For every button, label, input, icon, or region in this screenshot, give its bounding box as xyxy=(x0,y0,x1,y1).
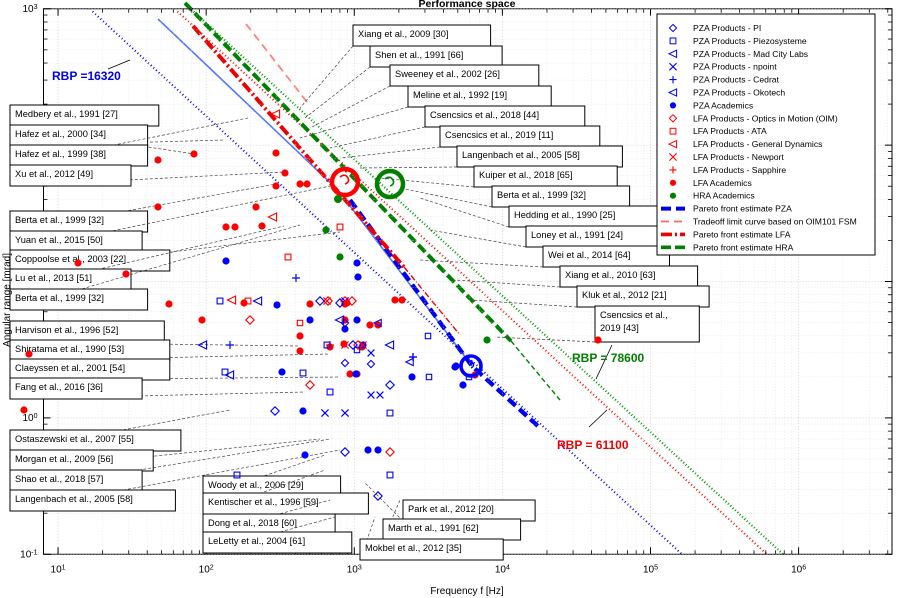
svg-text:Performance space: Performance space xyxy=(419,0,516,10)
svg-text:Pareto front estimate PZA: Pareto front estimate PZA xyxy=(693,204,792,214)
svg-text:Hafez et al., 2000 [34]: Hafez et al., 2000 [34] xyxy=(15,129,106,139)
svg-text:Berta et al., 1999 [32]: Berta et al., 1999 [32] xyxy=(15,293,104,303)
svg-text:Hedding et al., 1990 [25]: Hedding et al., 1990 [25] xyxy=(514,210,615,220)
svg-text:Kentischer et al., 1996 [59]: Kentischer et al., 1996 [59] xyxy=(208,497,319,507)
svg-text:Angular range [mrad]: Angular range [mrad] xyxy=(2,253,13,347)
svg-text:Csencsics et al., 2019 [11]: Csencsics et al., 2019 [11] xyxy=(445,130,553,140)
svg-text:LFA Products - General Dynamic: LFA Products - General Dynamics xyxy=(693,139,822,149)
svg-text:Pareto front estimate LFA: Pareto front estimate LFA xyxy=(693,229,791,239)
svg-text:PZA Products - PI: PZA Products - PI xyxy=(693,23,761,33)
svg-text:LFA Academics: LFA Academics xyxy=(693,178,752,188)
svg-text:Claeyssen et al., 2001 [54]: Claeyssen et al., 2001 [54] xyxy=(15,363,125,373)
svg-text:Sweeney et al., 2002 [26]: Sweeney et al., 2002 [26] xyxy=(395,69,500,79)
svg-text:PZA Products - Piezosysteme: PZA Products - Piezosysteme xyxy=(693,36,807,46)
svg-text:HRA Academics: HRA Academics xyxy=(693,191,755,201)
svg-text:Morgan et al., 2009 [56]: Morgan et al., 2009 [56] xyxy=(15,454,113,464)
svg-text:Meline et al., 1992 [19]: Meline et al., 1992 [19] xyxy=(413,90,507,100)
svg-text:Lu et al., 2013 [51]: Lu et al., 2013 [51] xyxy=(15,273,92,283)
svg-text:PZA Products - Cedrat: PZA Products - Cedrat xyxy=(693,75,780,85)
svg-text:2019 [43]: 2019 [43] xyxy=(600,323,639,333)
svg-text:Xiang et al., 2009 [30]: Xiang et al., 2009 [30] xyxy=(358,29,448,39)
svg-text:LFA Products - Optics in Motio: LFA Products - Optics in Motion (OIM) xyxy=(693,113,838,123)
svg-text:Shen et al., 1991 [66]: Shen et al., 1991 [66] xyxy=(375,50,463,60)
svg-text:Xu et al., 2012 [49]: Xu et al., 2012 [49] xyxy=(15,169,93,179)
svg-text:Park et al., 2012 [20]: Park et al., 2012 [20] xyxy=(408,504,494,514)
svg-text:Marth et al., 1991 [62]: Marth et al., 1991 [62] xyxy=(388,523,478,533)
svg-text:Medbery et al., 1991 [27]: Medbery et al., 1991 [27] xyxy=(15,109,118,119)
svg-text:Shao et al., 2018 [57]: Shao et al., 2018 [57] xyxy=(15,474,103,484)
svg-text:Berta et al., 1999 [32]: Berta et al., 1999 [32] xyxy=(497,190,586,200)
svg-text:Kluk et al., 2012 [21]: Kluk et al., 2012 [21] xyxy=(582,290,667,300)
svg-text:Langenbach et al., 2005 [58]: Langenbach et al., 2005 [58] xyxy=(15,494,133,504)
svg-text:PZA Products - Okotech: PZA Products - Okotech xyxy=(693,88,785,98)
svg-text:Langenbach et al., 2005 [58]: Langenbach et al., 2005 [58] xyxy=(462,150,580,160)
svg-text:LFA Products - Newport: LFA Products - Newport xyxy=(693,152,784,162)
svg-text:RBP =16320: RBP =16320 xyxy=(52,69,121,83)
svg-text:Tradeoff limit curve based on: Tradeoff limit curve based on OIM101 FSM xyxy=(693,217,857,227)
svg-text:LFA Products - ATA: LFA Products - ATA xyxy=(693,126,767,136)
svg-text:Fang et al., 2016 [36]: Fang et al., 2016 [36] xyxy=(15,382,103,392)
svg-text:Yuan et al., 2015 [50]: Yuan et al., 2015 [50] xyxy=(15,235,103,245)
svg-text:Frequency f [Hz]: Frequency f [Hz] xyxy=(430,586,504,597)
svg-text:Woody et al., 2006 [29]: Woody et al., 2006 [29] xyxy=(208,480,303,490)
svg-text:Hafez et al., 1999 [38]: Hafez et al., 1999 [38] xyxy=(15,149,106,159)
svg-text:Harvison et al., 1996 [52]: Harvison et al., 1996 [52] xyxy=(15,325,118,335)
svg-text:RBP = 61100: RBP = 61100 xyxy=(557,438,629,452)
svg-text:Kuiper et al., 2018 [65]: Kuiper et al., 2018 [65] xyxy=(479,170,573,180)
svg-text:LFA Products - Sapphire: LFA Products - Sapphire xyxy=(693,165,786,175)
svg-text:Mokbel et al., 2012 [35]: Mokbel et al., 2012 [35] xyxy=(365,543,462,553)
svg-text:Ostaszewski et al., 2007 [55]: Ostaszewski et al., 2007 [55] xyxy=(15,434,134,444)
svg-text:LeLetty et al., 2004 [61]: LeLetty et al., 2004 [61] xyxy=(208,536,305,546)
svg-text:Pareto front estimate HRA: Pareto front estimate HRA xyxy=(693,242,794,252)
svg-text:Coppoolse et al., 2003 [22]: Coppoolse et al., 2003 [22] xyxy=(15,254,126,264)
svg-text:PZA Products - npoint: PZA Products - npoint xyxy=(693,62,777,72)
svg-text:PZA Academics: PZA Academics xyxy=(693,100,753,110)
svg-text:Loney et al., 1991 [24]: Loney et al., 1991 [24] xyxy=(531,230,623,240)
svg-text:RBP = 78600: RBP = 78600 xyxy=(572,351,644,365)
svg-text:PZA Products - Mad City Labs: PZA Products - Mad City Labs xyxy=(693,49,808,59)
svg-text:Dong et al., 2018 [60]: Dong et al., 2018 [60] xyxy=(208,518,297,528)
svg-text:Csencsics et al.,: Csencsics et al., xyxy=(600,310,668,320)
svg-text:Csencsics et al., 2018 [44]: Csencsics et al., 2018 [44] xyxy=(430,110,539,120)
svg-text:Berta et al., 1999 [32]: Berta et al., 1999 [32] xyxy=(15,215,104,225)
svg-text:Wei et al., 2014 [64]: Wei et al., 2014 [64] xyxy=(548,250,631,260)
svg-text:Xiang et al., 2010 [63]: Xiang et al., 2010 [63] xyxy=(565,270,655,280)
